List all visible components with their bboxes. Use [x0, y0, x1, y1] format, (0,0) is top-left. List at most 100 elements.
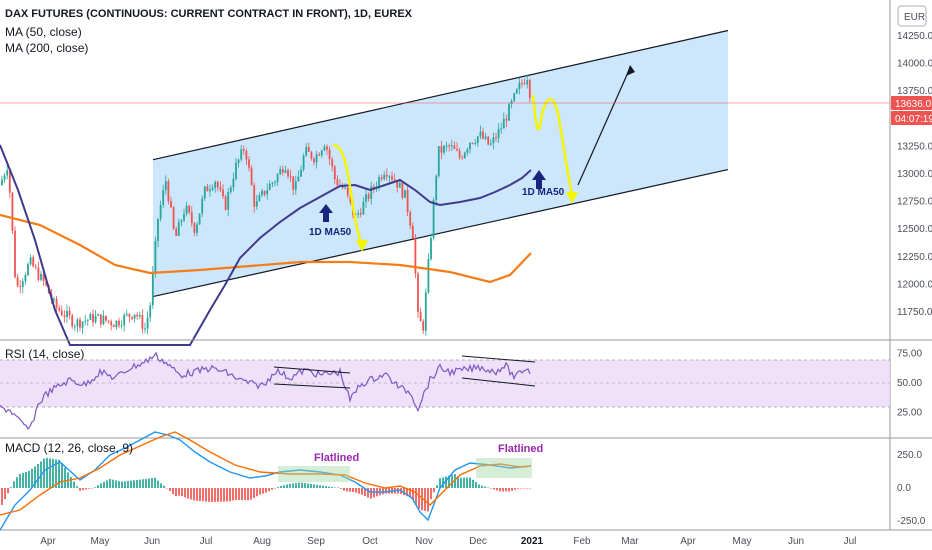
- channel-fill: [153, 30, 728, 297]
- currency-button[interactable]: [897, 5, 927, 27]
- candle-body: [419, 312, 422, 322]
- candle-body: [372, 186, 375, 189]
- projection-annotations: [319, 65, 635, 252]
- candle-body: [307, 147, 310, 152]
- macd-histogram-bar: [145, 478, 147, 488]
- macd-histogram-bar: [340, 488, 342, 489]
- candle-body: [391, 176, 393, 180]
- macd-histogram-bar: [73, 481, 75, 488]
- candle-body: [271, 182, 274, 184]
- candle-body: [255, 201, 258, 207]
- macd-histogram-bar: [331, 487, 333, 488]
- time-tick-label: Nov: [415, 536, 433, 547]
- candle-body: [513, 93, 516, 101]
- rsi-axis[interactable]: 25.00 50.00 75.00: [897, 349, 922, 419]
- candle-body: [180, 220, 183, 223]
- candle-body: [144, 328, 146, 330]
- macd-histogram-bar: [118, 481, 120, 488]
- rsi-channel-line: [461, 355, 536, 363]
- macd-histogram-bar: [352, 488, 354, 493]
- channel-lower-line[interactable]: [152, 168, 729, 298]
- flatlined-box-left: [278, 466, 350, 482]
- candle-body: [248, 159, 250, 168]
- price-tick-label: 13250.0: [897, 141, 932, 152]
- ma200-line: [0, 213, 532, 284]
- price-axis[interactable]: 11750.0 12000.0 12250.0 12500.0 12750.0 13000…: [897, 31, 932, 318]
- candle-body: [528, 80, 531, 99]
- candle-body: [211, 187, 214, 190]
- candle-body: [349, 195, 352, 203]
- time-axis[interactable]: Apr May Jun Jul Aug Sep Oct Nov Dec 2021 Feb Mar Apr…: [40, 536, 856, 547]
- macd-histogram-bar: [259, 488, 261, 495]
- candle-body: [388, 176, 391, 178]
- candle-body: [73, 326, 76, 328]
- macd-histogram-bar: [280, 485, 282, 488]
- yellow-arrowhead-left: [356, 240, 368, 252]
- candle-body: [110, 321, 113, 326]
- candle-body: [302, 155, 305, 170]
- candle-body: [284, 170, 287, 173]
- macd-histogram-bar: [217, 488, 219, 502]
- macd-histogram-bar: [271, 488, 273, 490]
- price-tick-label: 14250.0: [897, 31, 932, 42]
- candle-body: [417, 273, 419, 313]
- macd-histogram-bar: [43, 458, 45, 488]
- candle-body: [409, 211, 412, 226]
- price-tick-label: 12750.0: [897, 197, 932, 208]
- candle-body: [445, 145, 448, 147]
- macd-histogram-bar: [79, 488, 81, 491]
- candle-body: [526, 80, 529, 85]
- macd-histogram-bar: [361, 488, 363, 495]
- macd-histogram-bar: [508, 488, 510, 492]
- macd-histogram-bar: [325, 486, 327, 488]
- candle-body: [206, 186, 209, 192]
- macd-histogram-bar: [298, 482, 300, 488]
- macd-histogram-bar: [181, 488, 183, 497]
- candle-body: [151, 272, 154, 306]
- candle-body: [84, 320, 87, 322]
- candle-body: [411, 225, 414, 239]
- macd-axis[interactable]: -250.0 0.0 250.0: [897, 450, 926, 527]
- macd-histogram-bar: [256, 488, 258, 497]
- candle-body: [128, 313, 131, 317]
- candle-body: [190, 212, 193, 224]
- rsi-channel-line: [273, 383, 351, 389]
- candle-body: [157, 218, 159, 241]
- macd-histogram-bar: [289, 483, 291, 488]
- candle-body: [453, 145, 456, 149]
- macd-histogram-bar: [478, 484, 480, 488]
- candle-body: [37, 267, 40, 280]
- macd-histogram-bar: [49, 458, 51, 488]
- flatlined-box-right: [476, 458, 532, 478]
- candle-body: [440, 146, 443, 153]
- candle-body: [510, 100, 513, 105]
- macd-histogram-bar: [349, 488, 351, 492]
- rsi-tick-label: 75.00: [897, 349, 922, 360]
- candle-body: [474, 142, 477, 144]
- candle-body: [279, 168, 282, 175]
- macd-histogram-bar: [100, 483, 102, 488]
- candle-body: [99, 314, 102, 325]
- macd-histogram-bar: [16, 477, 18, 488]
- macd-histogram-bar: [121, 481, 123, 488]
- macd-legend[interactable]: MACD (12, 26, close, 9): [5, 441, 133, 455]
- channel-upper-line[interactable]: [152, 29, 729, 161]
- macd-histogram-bar: [61, 463, 63, 488]
- candle-body: [450, 145, 453, 147]
- rsi-legend[interactable]: RSI (14, close): [5, 347, 84, 361]
- ma50-legend[interactable]: MA (50, close): [5, 25, 82, 39]
- candle-body: [518, 82, 521, 90]
- candle-body: [323, 146, 326, 151]
- time-tick-label: Jun: [788, 536, 804, 547]
- macd-histogram-bar: [64, 467, 66, 488]
- time-tick-label: Apr: [680, 536, 696, 547]
- price-tick-label: 11750.0: [897, 307, 932, 318]
- time-tick-label: May: [91, 536, 110, 547]
- candle-body: [315, 154, 318, 163]
- macd-histogram-bar: [103, 481, 105, 488]
- candle-body: [27, 264, 29, 276]
- ma200-legend[interactable]: MA (200, close): [5, 41, 88, 55]
- time-tick-label: Apr: [40, 536, 56, 547]
- time-tick-label: Feb: [573, 536, 591, 547]
